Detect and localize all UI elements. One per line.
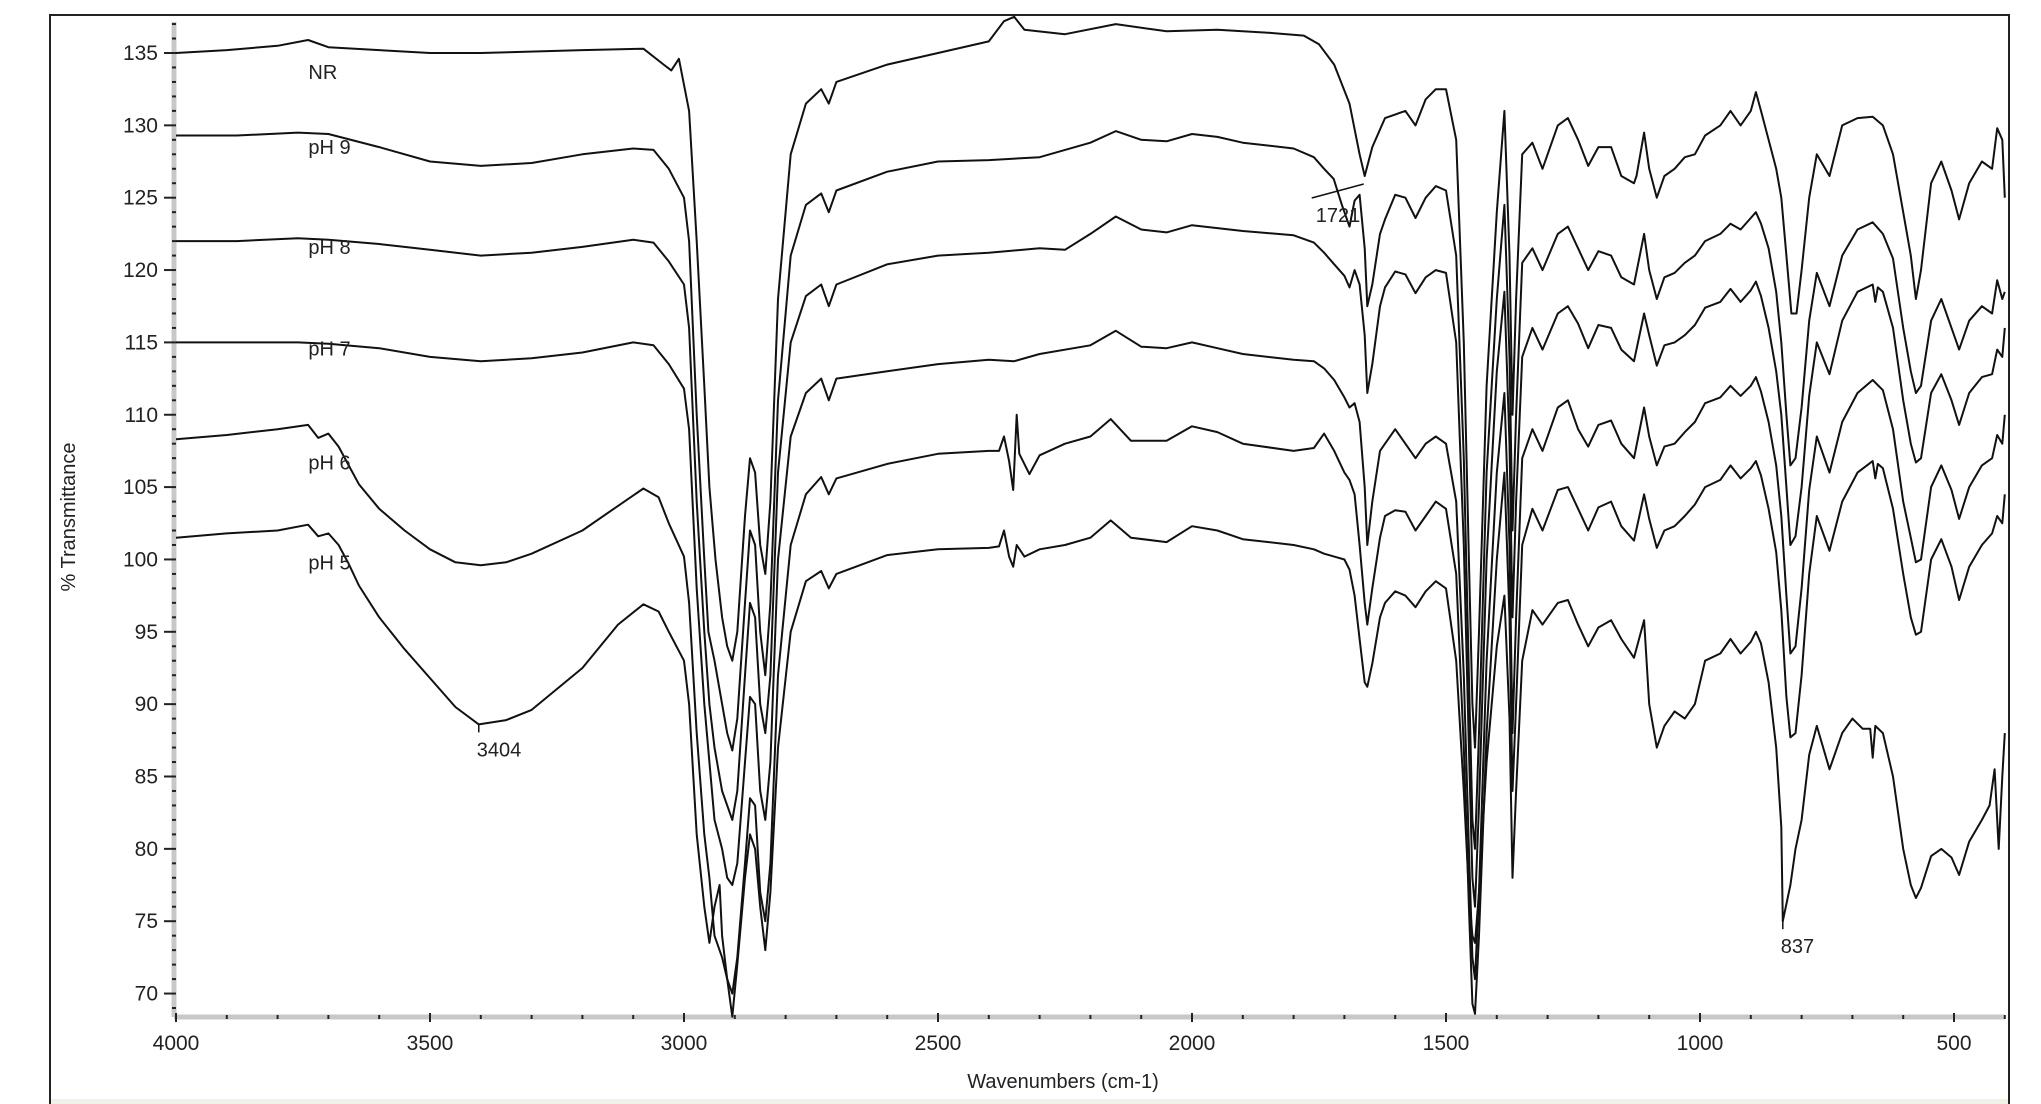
peak-annotation: 3404 — [477, 739, 522, 761]
x-tick-label: 4000 — [153, 1032, 200, 1055]
y-tick-label: 125 — [123, 187, 158, 210]
y-tick-label: 95 — [135, 621, 158, 644]
peak-annotations: 3404 1721 837 — [477, 183, 1814, 958]
series-labels: NR pH 9 pH 8 pH 7 pH 6 pH 5 — [308, 62, 350, 575]
y-axis-title: % Transmittance — [58, 443, 80, 592]
spectrum-line-ph-9 — [176, 130, 2006, 850]
spectrum-line-nr — [175, 15, 2006, 749]
y-tick-label: 100 — [123, 548, 158, 571]
x-axis: 4000 3500 3000 2500 2000 1500 1000 500 — [153, 1013, 2006, 1055]
series-label-ph-6: pH 6 — [308, 453, 350, 475]
series-label-ph-5: pH 5 — [308, 552, 350, 574]
y-tick-label: 135 — [123, 42, 158, 65]
y-tick-label: 85 — [135, 766, 158, 789]
spectrum-line-ph-5 — [175, 519, 2006, 1018]
series-label-ph-7: pH 7 — [308, 338, 350, 360]
x-tick-label: 500 — [1936, 1032, 1971, 1055]
x-axis-title: Wavenumbers (cm-1) — [967, 1071, 1159, 1093]
annotation-leader — [1311, 183, 1364, 199]
y-tick-label: 90 — [135, 693, 158, 716]
y-tick-label: 130 — [123, 114, 158, 137]
x-tick-label: 2500 — [915, 1032, 962, 1055]
spectra-series — [175, 15, 2006, 1018]
series-label-nr: NR — [308, 62, 337, 84]
y-tick-label: 115 — [125, 331, 158, 354]
x-tick-label: 2000 — [1169, 1032, 1216, 1055]
x-tick-label: 1000 — [1677, 1032, 1724, 1055]
y-tick-label: 70 — [135, 983, 158, 1006]
peak-annotation: 1721 — [1316, 205, 1361, 227]
spectrum-line-ph-8 — [176, 215, 2006, 908]
chart-frame — [49, 14, 2010, 1104]
spectrum-line-ph-6 — [175, 413, 2006, 1015]
x-tick-label: 3000 — [661, 1032, 708, 1055]
peak-annotation: 837 — [1781, 936, 1814, 958]
y-tick-label: 75 — [135, 910, 158, 933]
y-tick-label: 120 — [123, 259, 158, 282]
y-tick-label: 105 — [123, 476, 158, 499]
x-tick-label: 1500 — [1423, 1032, 1470, 1055]
spectrum-line-ph-7 — [176, 329, 2006, 981]
series-label-ph-9: pH 9 — [308, 137, 350, 159]
y-tick-label: 80 — [135, 838, 158, 861]
series-label-ph-8: pH 8 — [308, 237, 350, 259]
y-tick-label: 110 — [125, 404, 158, 427]
y-axis: 70 75 80 85 90 95 100 105 110 115 120 125 130 135 — [123, 22, 177, 1017]
window-bottom-band — [51, 1099, 2008, 1104]
x-tick-label: 3500 — [407, 1032, 454, 1055]
